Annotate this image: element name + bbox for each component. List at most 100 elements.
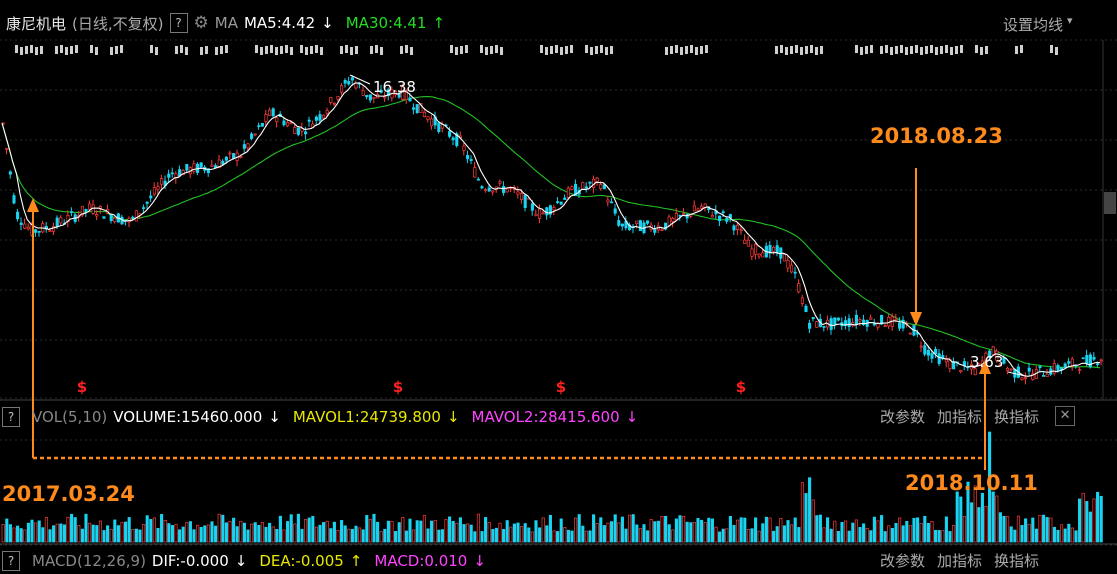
candle-body	[314, 116, 318, 121]
volume-bar	[412, 529, 416, 543]
candle-body	[973, 368, 977, 376]
volume-bar	[311, 515, 315, 543]
volume-bar	[1031, 517, 1035, 543]
volume-bar	[365, 515, 369, 543]
event-marker	[800, 47, 803, 55]
volume-bar	[235, 526, 239, 543]
event-marker	[820, 46, 823, 54]
event-marker	[785, 47, 788, 55]
mavol1-arrow-icon: ↓	[446, 408, 460, 426]
ma5-path	[1, 82, 1101, 377]
candle-body	[674, 213, 678, 221]
volume-bar	[1096, 491, 1100, 543]
volume-bar	[152, 517, 156, 543]
chart-mode: (日线,不复权)	[72, 14, 164, 33]
candle-body	[829, 318, 833, 330]
volume-bar	[934, 529, 938, 543]
candle-body	[462, 145, 466, 151]
volume-bar	[498, 522, 502, 543]
min-pointer	[1007, 371, 1026, 377]
volume-bar	[959, 496, 963, 543]
candle-body	[1031, 373, 1035, 381]
stock-name[interactable]: 康尼机电	[6, 14, 67, 33]
volume-bar	[667, 524, 671, 543]
volume-bar	[764, 516, 768, 543]
dif-value: DIF:-0.000 ↓	[152, 552, 253, 570]
volume-add-indicator-button[interactable]: 加指标	[937, 408, 983, 426]
volume-bar	[455, 522, 459, 543]
candle-body	[664, 222, 668, 230]
event-marker	[1020, 45, 1023, 53]
volume-bar	[433, 520, 437, 543]
macd-add-indicator-button[interactable]: 加指标	[937, 552, 983, 570]
candle-body	[91, 204, 95, 214]
scrollbar-thumb[interactable]	[1104, 192, 1116, 214]
event-marker	[180, 45, 183, 53]
chevron-down-icon[interactable]: ▾	[1067, 14, 1073, 27]
volume-bar	[26, 522, 30, 543]
candle-body	[520, 193, 524, 200]
event-marker	[460, 46, 463, 54]
candle-body	[167, 173, 171, 178]
candle-body	[1070, 358, 1074, 368]
volume-bar	[966, 481, 970, 543]
candle-body	[1092, 356, 1096, 360]
macd-switch-indicator-button[interactable]: 换指标	[994, 552, 1040, 570]
event-marker	[350, 47, 353, 55]
event-marker	[910, 46, 913, 54]
macd-help-button[interactable]: ?	[2, 551, 20, 571]
volume-bar	[502, 529, 506, 543]
volume-bar	[876, 520, 880, 543]
volume-bar	[566, 529, 570, 543]
event-marker	[550, 46, 553, 54]
volume-bar	[509, 526, 513, 543]
candle-body	[836, 317, 840, 321]
volume-bar	[790, 524, 794, 543]
volume-bar	[761, 523, 765, 543]
volume-bar	[768, 517, 772, 543]
candle-body	[559, 201, 563, 205]
volume-params-button[interactable]: 改参数	[880, 408, 926, 426]
grid-lines	[0, 39, 1117, 546]
volume-bar	[973, 485, 977, 543]
event-marker	[465, 45, 468, 53]
volume-bar	[91, 524, 95, 543]
event-marker	[495, 45, 498, 53]
gear-icon[interactable]: ⚙	[193, 13, 209, 33]
volume-bar	[937, 530, 941, 543]
candle-body	[548, 205, 552, 215]
event-marker	[205, 46, 208, 54]
help-button[interactable]: ?	[169, 13, 188, 33]
volume-bar	[170, 525, 174, 543]
close-icon[interactable]: ✕	[1055, 406, 1076, 426]
volume-bar	[692, 522, 696, 543]
volume-bar	[106, 525, 110, 543]
candle-body	[415, 104, 419, 114]
candle-body	[1052, 363, 1056, 374]
candle-body	[437, 122, 441, 132]
volume-bar	[142, 524, 146, 543]
event-marker	[915, 45, 918, 53]
macd-params-button[interactable]: 改参数	[880, 552, 926, 570]
candle-body	[606, 199, 610, 203]
event-marker	[185, 47, 188, 55]
volume-bar	[710, 518, 714, 543]
event-marker	[480, 45, 483, 53]
volume-text: VOLUME:15460.000	[113, 408, 263, 426]
event-marker	[920, 47, 923, 55]
volume-bar	[995, 495, 999, 543]
volume-bar	[962, 515, 966, 543]
volume-bar	[304, 519, 308, 543]
volume-bar	[685, 521, 689, 543]
volume-bar	[473, 531, 477, 543]
volume-bar	[188, 521, 192, 543]
candle-body	[469, 159, 473, 161]
ma-settings[interactable]: 设置均线 ▾	[1003, 14, 1073, 35]
volume-bar	[494, 527, 498, 543]
volume-bar	[55, 523, 59, 543]
volume-switch-indicator-button[interactable]: 换指标	[994, 408, 1040, 426]
ma-settings-label[interactable]: 设置均线	[1003, 16, 1064, 34]
volume-help-button[interactable]: ?	[2, 407, 20, 427]
volume-bar	[646, 530, 650, 543]
